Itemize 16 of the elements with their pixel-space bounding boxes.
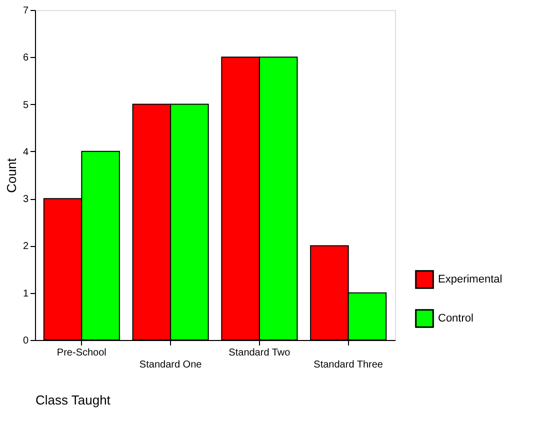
legend-label: Experimental	[438, 274, 502, 286]
y-tick-label: 4	[22, 146, 29, 158]
y-tick-label: 2	[22, 241, 29, 252]
x-tick-label: Pre-School	[56, 348, 106, 358]
y-tick-label: 0	[22, 336, 29, 346]
y-tick-label: 7	[22, 6, 29, 16]
y-tick-label: 3	[22, 194, 29, 206]
x-axis-title: Class Taught	[36, 392, 111, 408]
y-axis-title: Count	[4, 158, 19, 193]
x-tick-label: Standard Three	[314, 360, 384, 370]
y-tick-label: 6	[22, 52, 29, 64]
x-tick-label: Standard Two	[228, 348, 291, 358]
legend-label: Control	[438, 312, 474, 324]
x-tick-label: Standard One	[139, 360, 202, 370]
y-tick-label: 1	[22, 288, 29, 300]
y-tick-label: 5	[22, 100, 29, 111]
